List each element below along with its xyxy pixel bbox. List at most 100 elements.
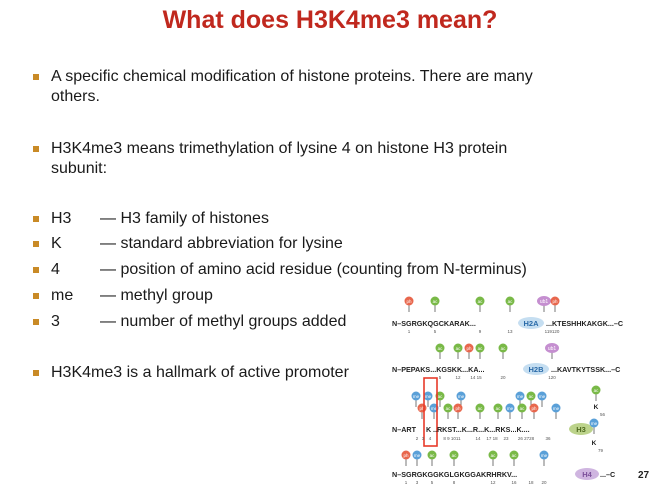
ac-label: ac xyxy=(501,346,507,351)
bullet-text-line2: others. xyxy=(51,87,100,107)
h4-label: H4 xyxy=(582,470,592,479)
ph-label: ph xyxy=(552,299,558,304)
h2a-label: H2A xyxy=(523,319,539,328)
h2b-sequence-end: ...KAVTKYTSSK...–C xyxy=(551,365,620,374)
me-label: me xyxy=(414,453,421,458)
ub1-mark: ub1 xyxy=(545,343,559,359)
h3-sequence-start: N–ART xyxy=(392,425,417,434)
ac-label: ac xyxy=(438,394,444,399)
definition-text: — H3 family of histones xyxy=(100,209,269,229)
me-mark: me xyxy=(413,451,422,467)
residue-number: 16 xyxy=(511,480,517,485)
ph-mark: ph xyxy=(530,404,539,420)
residue-number: 36 xyxy=(545,436,551,441)
residue-number: 9 xyxy=(479,329,482,334)
h2b-label: H2B xyxy=(528,365,544,374)
ph-label: ph xyxy=(466,346,472,351)
ac-label: ac xyxy=(452,453,458,458)
ac-mark: ac xyxy=(499,344,508,360)
definition-term: K xyxy=(51,234,62,254)
residue-number: 12 xyxy=(455,375,461,380)
bullet-marker xyxy=(33,74,39,80)
bullet-text-line1: H3K4me3 means trimethylation of lysine 4… xyxy=(51,139,507,159)
me-label: me xyxy=(507,406,514,411)
bullet-marker xyxy=(33,241,39,247)
h2a-sequence-end: ...KTESHHKAKGK...–C xyxy=(546,319,623,328)
ac-mark: ac xyxy=(450,451,459,467)
residue-number: 5 xyxy=(434,329,437,334)
ac-mark: ac xyxy=(431,297,440,313)
residue-number: 13 xyxy=(507,329,513,334)
page-number: 27 xyxy=(638,470,649,481)
h4-sequence-start: N–SGRGKGGKGLGKGGAKRHRKV... xyxy=(392,470,517,479)
ph-mark: ph xyxy=(402,451,411,467)
me-mark: me xyxy=(538,392,547,408)
ac-mark: ac xyxy=(506,297,515,313)
definition-text: — number of methyl groups added xyxy=(100,312,346,332)
ph-label: ph xyxy=(455,406,461,411)
bullet-marker xyxy=(33,146,39,152)
ac-mark: ac xyxy=(476,404,485,420)
bullet-marker xyxy=(33,216,39,222)
ac-label: ac xyxy=(508,299,514,304)
bullet-text: H3K4me3 is a hallmark of active promoter xyxy=(51,363,349,383)
residue-number: 26 2728 xyxy=(518,436,535,441)
ph-label: ph xyxy=(531,406,537,411)
residue-number: 3 xyxy=(416,480,419,485)
ac-label: ac xyxy=(446,406,452,411)
ac-mark: ac xyxy=(436,344,445,360)
h2a-sequence-start: N–SGRGKQGCKARAK... xyxy=(392,319,476,328)
ac-label: ac xyxy=(433,299,439,304)
residue-number: 119120 xyxy=(545,329,560,334)
histone-modification-diagram: ph ac ac ac ub1 ph N–SGRGKQGCKARAK... H2… xyxy=(388,292,656,488)
h2b-sequence-start: N–PEPAKS...KGSKK...KA... xyxy=(392,365,485,374)
ac-label: ac xyxy=(478,346,484,351)
me-label: me xyxy=(591,421,598,426)
ac-label: ac xyxy=(529,394,535,399)
ac-mark: ac xyxy=(476,344,485,360)
ub1-mark: ub1 xyxy=(537,296,551,312)
residue-number: 14 15 xyxy=(470,375,482,380)
ph-mark: ph xyxy=(418,404,427,420)
ac-mark: ac xyxy=(428,451,437,467)
definition-term: H3 xyxy=(51,209,71,229)
me-label: me xyxy=(458,394,465,399)
residue-number: 17 18 xyxy=(486,436,498,441)
h3-label: H3 xyxy=(576,425,586,434)
h3-side-residue: K xyxy=(594,404,599,411)
bullet-text-line2: subunit: xyxy=(51,159,107,179)
ac-mark: ac xyxy=(510,451,519,467)
ac-label: ac xyxy=(478,299,484,304)
h2b-row: ac ac ph ac ac ub1 N–PEPAKS...KGSKK...KA… xyxy=(392,343,620,380)
residue-number: 14 xyxy=(475,436,481,441)
bullet-marker xyxy=(33,267,39,273)
ub1-label: ub1 xyxy=(548,346,557,352)
residue-number: 20 xyxy=(500,375,506,380)
ac-mark: ac xyxy=(518,404,527,420)
ac-mark: ac xyxy=(476,297,485,313)
me-mark: me xyxy=(552,404,561,420)
residue-number: 23 xyxy=(503,436,509,441)
ph-mark: ph xyxy=(551,297,560,313)
h2a-row: ph ac ac ac ub1 ph N–SGRGKQGCKARAK... H2… xyxy=(392,296,623,334)
ac-label: ac xyxy=(438,346,444,351)
ub1-label: ub1 xyxy=(540,299,549,305)
ac-label: ac xyxy=(456,346,462,351)
residue-number: 20 xyxy=(541,480,547,485)
h4-sequence-end: ...–C xyxy=(600,470,615,479)
me-label: me xyxy=(541,453,548,458)
h3-side-residue: K xyxy=(592,440,597,447)
ph-mark: ph xyxy=(405,297,414,313)
ac-label: ac xyxy=(520,406,526,411)
definition-term: 3 xyxy=(51,312,60,332)
me-mark: me xyxy=(506,404,515,420)
residue-number: 1 xyxy=(405,480,408,485)
residue-number: 56 xyxy=(600,412,606,417)
me-label: me xyxy=(425,394,432,399)
residue-number: 79 xyxy=(598,448,604,453)
ac-label: ac xyxy=(496,406,502,411)
k4-residue-number: 4 xyxy=(429,436,432,441)
ph-mark: ph xyxy=(465,344,474,360)
residue-number: 5 xyxy=(431,480,434,485)
residue-number: 5 xyxy=(439,375,442,380)
